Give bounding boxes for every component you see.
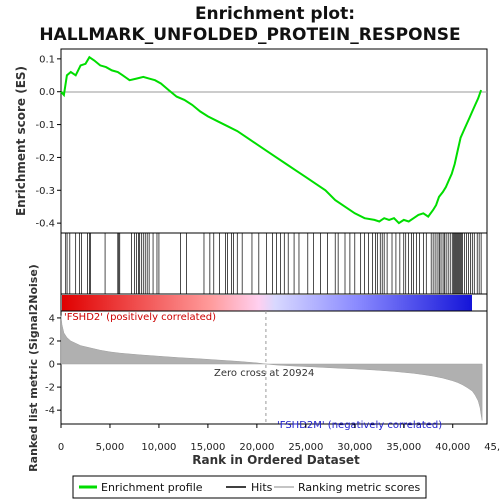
es-tick-label: -0.3: [35, 186, 55, 197]
x-tick-label: 30,000: [337, 442, 372, 453]
x-axis-title: Rank in Ordered Dataset: [192, 453, 360, 467]
x-tick-label: 25,000: [288, 442, 323, 453]
zero-cross-label: Zero cross at 20924: [214, 368, 314, 379]
es-tick-label: -0.2: [35, 153, 55, 164]
chart-title-line1: Enrichment plot:: [195, 4, 355, 24]
x-tick-label: 15,000: [190, 442, 225, 453]
hits-panel: [65, 233, 482, 294]
metric-tick-label: 0: [49, 360, 55, 371]
rank-color-bar: [62, 295, 472, 311]
negative-label: 'FSHD2M' (negatively correlated): [277, 420, 442, 431]
legend-label-metric: Ranking metric scores: [298, 481, 420, 494]
x-tick-label: 10,000: [141, 442, 176, 453]
x-tick-label: 45,000: [484, 442, 500, 453]
es-tick-label: 0.0: [39, 87, 55, 98]
metric-axis-title: Ranked list metric (Signal2Noise): [27, 264, 40, 472]
x-axis: 0 5,000 10,000 15,000 20,000 25,000 30,000 35,0…: [58, 424, 500, 453]
positive-label: 'FSHD2' (positively correlated): [64, 312, 216, 323]
x-tick-label: 40,000: [435, 442, 470, 453]
metric-tick-label: -2: [45, 383, 55, 394]
es-panel: 0.1 0.0 -0.1 -0.2 -0.3 -0.4: [35, 54, 487, 230]
metric-tick-label: 2: [49, 336, 55, 347]
metric-tick-label: -4: [45, 406, 55, 417]
legend-label-enrichment: Enrichment profile: [101, 481, 203, 494]
x-tick-label: 20,000: [239, 442, 274, 453]
es-tick-label: -0.4: [35, 219, 55, 230]
x-tick-label: 5,000: [96, 442, 125, 453]
es-tick-label: -0.1: [35, 120, 55, 131]
legend-label-hits: Hits: [251, 481, 273, 494]
legend: Enrichment profile Hits Ranking metric s…: [72, 475, 427, 499]
es-tick-label: 0.1: [39, 54, 55, 65]
x-tick-label: 0: [58, 442, 64, 453]
x-tick-label: 35,000: [386, 442, 421, 453]
enrichment-profile-line: [60, 55, 483, 225]
chart-title-line2: HALLMARK_UNFOLDED_PROTEIN_RESPONSE: [39, 25, 460, 45]
plot-frame: [60, 48, 488, 425]
ranking-metric-area: [60, 315, 483, 421]
metric-tick-label: 4: [49, 313, 55, 324]
es-axis-title: Enrichment score (ES): [14, 66, 28, 216]
metric-panel: 420-2-4 'FSHD2' (positively correlated) …: [45, 311, 483, 431]
legend-box: [72, 475, 427, 499]
